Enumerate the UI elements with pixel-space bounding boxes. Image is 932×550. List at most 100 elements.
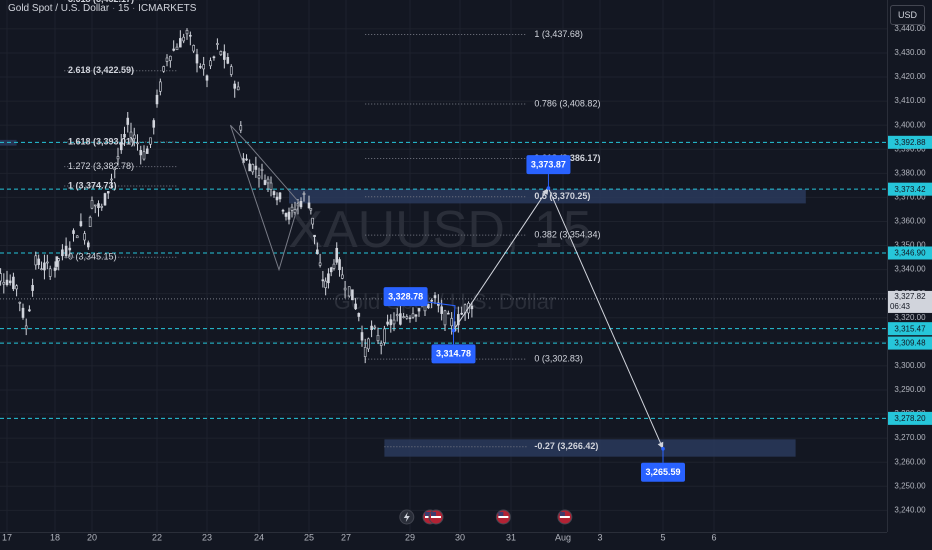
axis-price-tag — [888, 322, 932, 336]
candle-down — [216, 43, 219, 45]
us-flag-stripe — [498, 516, 509, 518]
projection-arrowhead — [657, 441, 664, 449]
candle-up — [338, 259, 341, 271]
candle-down — [443, 310, 447, 326]
watermark-symbol: XAUUSD, 15 — [288, 201, 591, 259]
y-tick-label: 3,340.00 — [894, 265, 926, 274]
candle-down — [318, 262, 322, 266]
candle-up — [53, 267, 57, 271]
candle-down — [18, 301, 22, 304]
candle-down — [392, 319, 396, 325]
x-tick-label: 23 — [202, 532, 212, 542]
candle-up — [275, 196, 279, 201]
candle-up — [433, 295, 437, 299]
candle-down — [266, 178, 270, 184]
candle-up — [370, 325, 373, 331]
y-tick-label: 3,370.00 — [894, 193, 926, 202]
candle-up — [299, 200, 303, 208]
candle-down — [347, 286, 351, 297]
candle-down — [376, 335, 380, 342]
candle-down — [0, 273, 2, 282]
candle-down — [379, 343, 383, 346]
axis-price-tag — [888, 135, 932, 149]
us-flag-stripe — [431, 516, 441, 518]
candle-down — [142, 151, 146, 160]
chart-title: Gold Spot / U.S. Dollar · 15 · ICMARKETS — [8, 3, 197, 14]
x-tick-label: 22 — [152, 532, 162, 542]
candle-up — [21, 307, 25, 318]
candle-down — [116, 156, 120, 160]
candle-down — [367, 338, 370, 350]
candle-down — [405, 316, 409, 319]
x-tick-label: 6 — [711, 532, 716, 542]
axis-price-tag — [888, 246, 932, 260]
candle-up — [335, 247, 339, 263]
x-tick-label: 20 — [87, 532, 97, 542]
candle-down — [182, 36, 185, 42]
y-tick-label: 3,250.00 — [894, 481, 926, 490]
axis-price-tag — [888, 411, 932, 425]
candle-down — [363, 347, 367, 358]
candle-up — [126, 117, 130, 125]
price-callout[interactable] — [641, 462, 685, 482]
candle-down — [311, 217, 315, 225]
projection-arrowhead — [542, 188, 549, 196]
candle-up — [414, 314, 418, 317]
candle-down — [169, 55, 172, 61]
candle-up — [31, 285, 34, 291]
candle-up — [233, 83, 237, 89]
candle-down — [202, 64, 205, 70]
candle-down — [340, 274, 344, 279]
fib-right-label: 0.786 (3,408.82) — [534, 98, 600, 108]
axis-price-tag-label: 3,309.48 — [894, 339, 926, 348]
x-tick-label: 30 — [455, 532, 465, 542]
candle-down — [402, 316, 405, 318]
symbol-name: Gold Spot / U.S. Dollar — [8, 3, 110, 14]
fib-right-label: -0.27 (3,266.42) — [534, 441, 598, 451]
candle-up — [389, 319, 393, 326]
price-callout[interactable] — [383, 287, 428, 307]
candle-up — [470, 305, 474, 310]
candle-up — [430, 299, 433, 302]
candle-up — [123, 133, 126, 138]
candle-up — [360, 332, 364, 341]
candle-down — [192, 45, 195, 52]
supply-demand-zone — [289, 189, 806, 204]
candle-up — [408, 317, 412, 320]
price-callout[interactable] — [526, 155, 571, 175]
candle-up — [327, 273, 330, 284]
candle-up — [357, 313, 361, 317]
candle-up — [278, 192, 282, 200]
candle-up — [457, 314, 460, 326]
candle-up — [55, 256, 59, 267]
currency-button[interactable]: USD — [890, 5, 925, 25]
candle-down — [162, 66, 165, 72]
candle-down — [239, 125, 243, 131]
candle-up — [205, 75, 209, 81]
us-flag-canton — [431, 512, 436, 516]
candle-up — [354, 303, 357, 310]
candle-up — [316, 249, 319, 255]
candle-up — [103, 193, 107, 206]
candle-up — [119, 142, 123, 151]
candle-up — [245, 158, 248, 161]
fib-left-label: 1.272 (3,382.78) — [68, 161, 134, 171]
y-tick-label: 3,270.00 — [894, 433, 926, 442]
x-tick-label: 24 — [254, 532, 264, 542]
candle-down — [260, 168, 264, 171]
fib-left-label: 0 (3,345.15) — [68, 252, 117, 262]
x-tick-label: Aug — [555, 532, 571, 542]
candle-up — [263, 180, 267, 185]
y-tick-label: 3,350.00 — [894, 241, 926, 250]
candle-up — [307, 202, 311, 209]
y-tick-label: 3,300.00 — [894, 361, 926, 370]
candle-up — [43, 262, 46, 271]
candle-up — [152, 120, 156, 128]
candle-down — [236, 86, 240, 91]
candle-up — [399, 313, 402, 325]
candle-up — [440, 306, 443, 314]
candle-down — [88, 216, 92, 228]
price-callout[interactable] — [431, 344, 476, 364]
